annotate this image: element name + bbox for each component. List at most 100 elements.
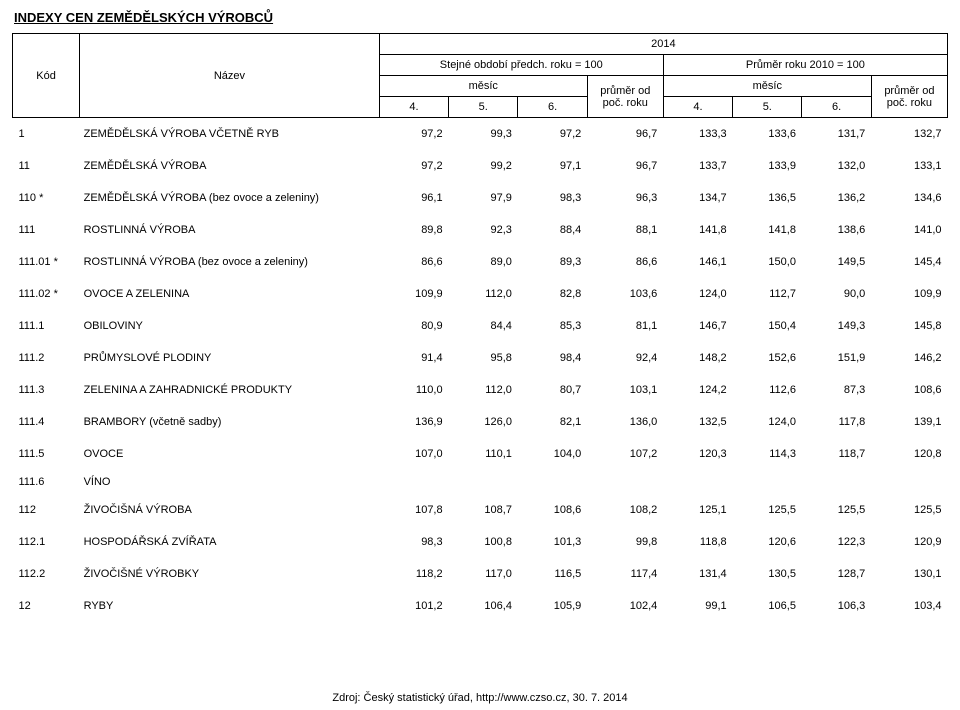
cell-value: 128,7 — [802, 558, 871, 590]
table-row: 112.2ŽIVOČIŠNÉ VÝROBKY118,2117,0116,5117… — [13, 558, 948, 590]
table-row: 112ŽIVOČIŠNÁ VÝROBA107,8108,7108,6108,21… — [13, 494, 948, 526]
cell-value: 124,0 — [733, 406, 802, 438]
cell-value: 148,2 — [663, 342, 732, 374]
cell-value: 109,9 — [871, 278, 947, 310]
cell-name: ROSTLINNÁ VÝROBA (bez ovoce a zeleniny) — [80, 246, 380, 278]
cell-value: 150,0 — [733, 246, 802, 278]
cell-value — [733, 470, 802, 494]
cell-value: 99,1 — [663, 590, 732, 622]
cell-value: 125,5 — [733, 494, 802, 526]
col-header-m6-1: 6. — [518, 97, 587, 118]
cell-value: 92,3 — [449, 214, 518, 246]
cell-value — [379, 470, 448, 494]
cell-value: 124,2 — [663, 374, 732, 406]
cell-value: 91,4 — [379, 342, 448, 374]
cell-value: 97,2 — [518, 118, 587, 151]
cell-value — [871, 470, 947, 494]
cell-value: 101,3 — [518, 526, 587, 558]
col-header-m4-1: 4. — [379, 97, 448, 118]
cell-value: 103,1 — [587, 374, 663, 406]
cell-name: ŽIVOČIŠNÉ VÝROBKY — [80, 558, 380, 590]
cell-value: 103,6 — [587, 278, 663, 310]
cell-value: 92,4 — [587, 342, 663, 374]
cell-value — [802, 470, 871, 494]
cell-code: 111.5 — [13, 438, 80, 470]
cell-value: 97,1 — [518, 150, 587, 182]
cell-value: 97,9 — [449, 182, 518, 214]
table-row: 12RYBY101,2106,4105,9102,499,1106,5106,3… — [13, 590, 948, 622]
cell-value: 134,6 — [871, 182, 947, 214]
cell-code: 112.1 — [13, 526, 80, 558]
cell-value: 136,0 — [587, 406, 663, 438]
cell-value: 98,3 — [379, 526, 448, 558]
cell-value: 131,7 — [802, 118, 871, 151]
cell-value: 130,1 — [871, 558, 947, 590]
cell-name: ZELENINA A ZAHRADNICKÉ PRODUKTY — [80, 374, 380, 406]
cell-value: 124,0 — [663, 278, 732, 310]
cell-value: 88,1 — [587, 214, 663, 246]
cell-value — [449, 470, 518, 494]
cell-value: 133,9 — [733, 150, 802, 182]
cell-value: 107,0 — [379, 438, 448, 470]
col-header-year: 2014 — [379, 34, 947, 55]
page-title: INDEXY CEN ZEMĚDĚLSKÝCH VÝROBCŮ — [14, 10, 948, 25]
cell-value: 145,4 — [871, 246, 947, 278]
cell-value: 118,8 — [663, 526, 732, 558]
cell-value: 106,3 — [802, 590, 871, 622]
cell-value: 108,6 — [518, 494, 587, 526]
cell-value: 99,2 — [449, 150, 518, 182]
cell-value: 114,3 — [733, 438, 802, 470]
cell-code: 111 — [13, 214, 80, 246]
cell-value: 88,4 — [518, 214, 587, 246]
cell-code: 12 — [13, 590, 80, 622]
cell-value: 108,6 — [871, 374, 947, 406]
cell-value: 131,4 — [663, 558, 732, 590]
cell-name: OBILOVINY — [80, 310, 380, 342]
cell-value: 101,2 — [379, 590, 448, 622]
cell-name: VÍNO — [80, 470, 380, 494]
cell-name: ZEMĚDĚLSKÁ VÝROBA VČETNĚ RYB — [80, 118, 380, 151]
cell-value: 100,8 — [449, 526, 518, 558]
cell-code: 111.1 — [13, 310, 80, 342]
col-header-mesic-2: měsíc — [663, 76, 871, 97]
cell-value: 89,8 — [379, 214, 448, 246]
col-header-m5-1: 5. — [449, 97, 518, 118]
cell-value: 104,0 — [518, 438, 587, 470]
cell-value: 132,0 — [802, 150, 871, 182]
cell-value: 81,1 — [587, 310, 663, 342]
col-header-nazev: Název — [80, 34, 380, 118]
cell-value: 110,0 — [379, 374, 448, 406]
cell-name: ZEMĚDĚLSKÁ VÝROBA (bez ovoce a zeleniny) — [80, 182, 380, 214]
col-header-avg-2: průměr od poč. roku — [871, 76, 947, 118]
col-header-m4-2: 4. — [663, 97, 732, 118]
table-row: 112.1HOSPODÁŘSKÁ ZVÍŘATA98,3100,8101,399… — [13, 526, 948, 558]
cell-value: 141,8 — [663, 214, 732, 246]
cell-value: 95,8 — [449, 342, 518, 374]
cell-value: 106,5 — [733, 590, 802, 622]
table-row: 11ZEMĚDĚLSKÁ VÝROBA97,299,297,196,7133,7… — [13, 150, 948, 182]
cell-value: 133,1 — [871, 150, 947, 182]
cell-value: 133,6 — [733, 118, 802, 151]
cell-value: 126,0 — [449, 406, 518, 438]
cell-value: 86,6 — [379, 246, 448, 278]
col-header-block1: Stejné období předch. roku = 100 — [379, 55, 663, 76]
cell-name: ROSTLINNÁ VÝROBA — [80, 214, 380, 246]
cell-value: 120,8 — [871, 438, 947, 470]
cell-code: 111.2 — [13, 342, 80, 374]
cell-value: 107,2 — [587, 438, 663, 470]
cell-value: 120,9 — [871, 526, 947, 558]
cell-value: 130,5 — [733, 558, 802, 590]
cell-value: 116,5 — [518, 558, 587, 590]
cell-value: 103,4 — [871, 590, 947, 622]
table-row: 111.3ZELENINA A ZAHRADNICKÉ PRODUKTY110,… — [13, 374, 948, 406]
cell-name: PRŮMYSLOVÉ PLODINY — [80, 342, 380, 374]
cell-code: 11 — [13, 150, 80, 182]
cell-name: HOSPODÁŘSKÁ ZVÍŘATA — [80, 526, 380, 558]
cell-value: 133,7 — [663, 150, 732, 182]
table-row: 111.02 *OVOCE A ZELENINA109,9112,082,810… — [13, 278, 948, 310]
data-table: Kód Název 2014 Stejné období předch. rok… — [12, 33, 948, 622]
cell-value: 118,2 — [379, 558, 448, 590]
cell-value: 97,2 — [379, 118, 448, 151]
cell-value: 133,3 — [663, 118, 732, 151]
cell-name: OVOCE A ZELENINA — [80, 278, 380, 310]
